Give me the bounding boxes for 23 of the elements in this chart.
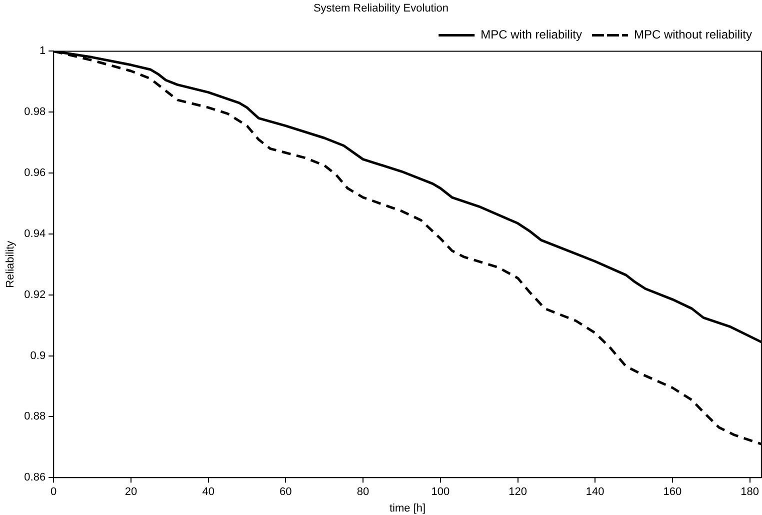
x-tick-label: 160 bbox=[663, 486, 682, 498]
x-tick-label: 100 bbox=[431, 486, 450, 498]
x-tick-label: 120 bbox=[508, 486, 527, 498]
y-tick-label: 0.86 bbox=[24, 472, 46, 484]
x-tick-label: 20 bbox=[124, 486, 138, 498]
x-tick-label: 140 bbox=[586, 486, 604, 498]
y-tick-label: 0.88 bbox=[24, 410, 46, 423]
x-tick-label: 180 bbox=[740, 486, 760, 498]
y-tick-label: 0.94 bbox=[24, 228, 46, 240]
chart-title: System Reliability Evolution bbox=[313, 2, 449, 15]
y-tick-label: 0.96 bbox=[24, 167, 46, 180]
legend-label: MPC with reliability bbox=[480, 28, 582, 42]
y-tick-label: 0.98 bbox=[24, 106, 46, 118]
x-tick-label: 80 bbox=[356, 486, 370, 498]
y-tick-label: 0.9 bbox=[30, 350, 46, 362]
x-tick-label: 60 bbox=[280, 486, 292, 498]
y-axis-title: Reliability bbox=[4, 240, 17, 288]
x-tick-label: 0 bbox=[50, 486, 57, 498]
x-tick-label: 40 bbox=[202, 486, 214, 498]
y-tick-label: 1 bbox=[39, 45, 46, 58]
y-tick-label: 0.92 bbox=[24, 288, 46, 301]
legend-label: MPC without reliability bbox=[634, 28, 752, 42]
x-axis-title: time [h] bbox=[389, 502, 426, 514]
